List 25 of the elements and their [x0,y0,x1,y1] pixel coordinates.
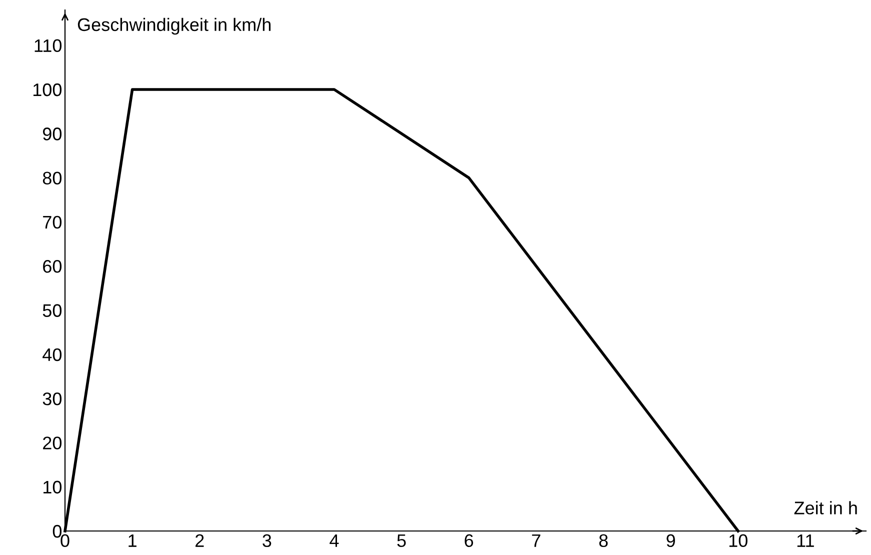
x-tick-label: 10 [729,534,748,548]
y-tick-label: 20 [43,436,62,450]
y-axis-title: Geschwindigkeit in km/h [78,18,271,35]
x-tick-label: 4 [330,534,339,547]
y-tick-label: 100 [33,83,62,96]
y-tick-label: 110 [34,39,62,52]
y-tick-label: 90 [42,128,62,140]
y-tick-label: 50 [42,304,62,317]
y-tick-label: 60 [43,260,62,273]
x-tick-label: 3 [262,534,272,548]
x-tick-label: 5 [397,534,406,548]
y-tick-label: 70 [43,216,62,229]
x-tick-label: 8 [599,534,608,548]
x-tick-label: 9 [666,534,675,548]
y-tick-label: 30 [42,392,62,406]
x-tick-label: 2 [196,534,204,547]
y-tick-label: 40 [42,348,62,362]
x-tick-label: 7 [532,534,540,547]
x-tick-label: 11 [797,534,814,547]
y-tick-label: 10 [44,480,62,494]
x-axis-title: Zeit in h [794,501,857,514]
x-tick-label: 6 [464,534,474,548]
x-tick-label: 1 [128,534,136,547]
y-tick-label: 0 [52,524,62,538]
y-tick-label: 80 [42,172,62,184]
